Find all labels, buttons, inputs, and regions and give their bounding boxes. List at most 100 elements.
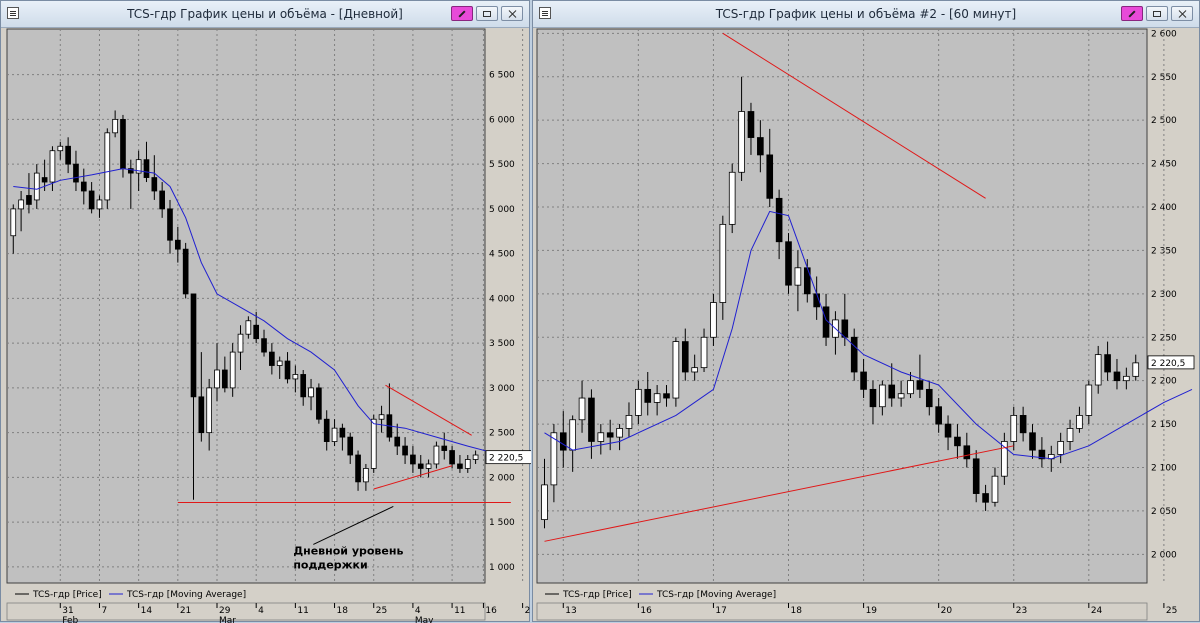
candle [237, 333, 244, 353]
candle [276, 360, 283, 366]
candle [691, 367, 698, 373]
close-button[interactable] [1171, 6, 1193, 21]
candle [1019, 415, 1027, 434]
candle [190, 293, 197, 398]
x-tick-label: 11 [454, 606, 465, 616]
x-month-label: Mar [219, 616, 236, 623]
candle [222, 369, 228, 389]
candle [681, 341, 689, 373]
candle [245, 320, 252, 335]
x-tick-label: 25 [376, 606, 387, 616]
candle [425, 463, 432, 469]
candle [597, 432, 605, 442]
y-tick-label: 1 500 [489, 518, 515, 528]
trend-line [385, 384, 472, 436]
x-tick-label: 7 [101, 606, 107, 616]
plot-area [6, 28, 486, 584]
candle [879, 384, 886, 408]
candle [206, 387, 212, 434]
candle [606, 432, 614, 438]
candle [308, 387, 314, 398]
legend-price: TCS-гдр [Price] [562, 590, 632, 600]
x-tick-label: 14 [141, 606, 153, 616]
plot-area [536, 28, 1148, 584]
candle [907, 380, 914, 395]
x-tick-label: 23 [525, 606, 531, 616]
pin-button[interactable] [451, 6, 473, 21]
x-tick-label: 18 [791, 606, 803, 616]
candle [410, 454, 416, 465]
candle [578, 397, 586, 421]
x-tick-label: 25 [1166, 606, 1177, 616]
moving-average-line [13, 168, 507, 456]
candle [550, 432, 558, 486]
candle [672, 341, 680, 399]
last-price-tag [1147, 355, 1195, 370]
y-tick-label: 5 500 [489, 160, 515, 170]
candle [541, 484, 548, 521]
candle [1104, 354, 1111, 373]
restore-button[interactable] [1146, 6, 1168, 21]
candle [700, 336, 708, 369]
y-tick-label: 2 500 [489, 429, 515, 439]
titlebar[interactable]: TCS-гдр График цены и объёма - [Дневной] [1, 1, 529, 28]
candle [229, 351, 236, 389]
candle [347, 436, 354, 456]
restore-button[interactable] [476, 6, 498, 21]
close-button[interactable] [501, 6, 523, 21]
candle [963, 445, 971, 460]
pin-button[interactable] [1121, 6, 1143, 21]
candle [663, 393, 670, 399]
trend-line [722, 32, 986, 199]
candle [57, 145, 64, 152]
x-axis-strip [6, 602, 486, 621]
x-tick-label: 13 [565, 606, 576, 616]
candle [728, 171, 736, 225]
candle [449, 450, 455, 465]
candle [747, 111, 755, 138]
legend-ma: TCS-гдр [Moving Average] [126, 590, 246, 600]
candle [757, 137, 764, 156]
candle [167, 208, 173, 241]
y-tick-label: 2 000 [489, 473, 515, 483]
y-tick-label: 6 500 [489, 71, 515, 81]
candle [738, 111, 745, 173]
candle [710, 302, 717, 338]
candle [569, 419, 576, 451]
x-tick-label: 4 [415, 606, 421, 616]
candle [616, 428, 623, 438]
candle [253, 324, 260, 340]
candle [944, 423, 952, 438]
candle [316, 387, 322, 420]
candle [991, 475, 999, 503]
candle [1094, 354, 1102, 386]
titlebar[interactable]: TCS-гдр График цены и объёма #2 - [60 ми… [533, 1, 1199, 28]
candle [472, 454, 479, 460]
legend-price: TCS-гдр [Price] [32, 590, 102, 600]
x-tick-label: 4 [258, 606, 264, 616]
candle [775, 197, 783, 243]
y-tick-label: 2 350 [1151, 246, 1177, 256]
x-tick-label: 29 [219, 606, 231, 616]
candle [785, 241, 792, 286]
candle [143, 159, 150, 178]
x-tick-label: 21 [180, 606, 191, 616]
last-price-label: 2 220,5 [489, 454, 523, 464]
x-tick-label: 17 [715, 606, 726, 616]
x-tick-label: 20 [941, 606, 953, 616]
candle [1066, 428, 1074, 442]
candle [363, 468, 369, 483]
legend-ma: TCS-гдр [Moving Average] [656, 590, 776, 600]
y-tick-label: 1 000 [489, 563, 515, 573]
candle [972, 458, 980, 494]
y-tick-label: 2 250 [1151, 333, 1177, 343]
candle [850, 336, 858, 373]
chart-app-icon [7, 7, 19, 19]
candle [300, 374, 307, 398]
candle [1010, 415, 1018, 442]
candle [559, 432, 567, 451]
y-tick-label: 2 200 [1151, 377, 1177, 387]
candle [719, 223, 727, 303]
candle [1029, 432, 1036, 451]
y-tick-label: 2 500 [1151, 116, 1177, 126]
